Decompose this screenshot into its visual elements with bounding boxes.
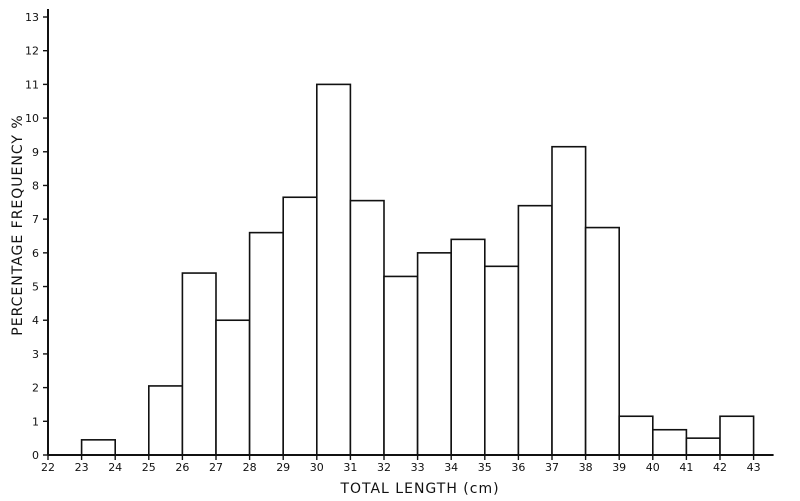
bar-36 <box>517 204 553 456</box>
x-ticks-layer: 22 23 24 25 26 27 28 29 30 31 32 33 34 35 36 37 38 39 40 41… <box>41 455 761 474</box>
x-tick-label: 36 <box>511 461 525 474</box>
x-tick-label: 42 <box>713 461 727 474</box>
y-tick-label: 6 <box>32 247 39 260</box>
y-tick-label: 2 <box>32 382 39 395</box>
x-tick-label: 32 <box>377 461 391 474</box>
x-tick-label: 43 <box>747 461 761 474</box>
x-tick-label: 29 <box>276 461 290 474</box>
x-tick-label: 23 <box>75 461 89 474</box>
bar-41 <box>685 437 721 456</box>
bar-31 <box>349 199 385 456</box>
bar-37 <box>551 145 587 456</box>
x-tick-label: 40 <box>646 461 660 474</box>
x-tick-label: 37 <box>545 461 559 474</box>
bar-35 <box>483 265 520 456</box>
bar-38 <box>584 226 620 456</box>
bar-25 <box>148 385 184 456</box>
x-tick-label: 39 <box>612 461 626 474</box>
bar-23 <box>80 439 116 456</box>
x-axis-title: TOTAL LENGTH (cm) <box>339 481 499 497</box>
y-tick-label: 7 <box>32 213 39 226</box>
x-tick-label: 33 <box>411 461 425 474</box>
x-tick-label: 38 <box>579 461 593 474</box>
bar-27 <box>215 319 251 456</box>
x-tick-label: 24 <box>108 461 122 474</box>
y-tick-label: 0 <box>32 449 39 462</box>
x-tick-label: 34 <box>444 461 458 474</box>
y-tick-label: 5 <box>32 281 39 294</box>
x-tick-label: 35 <box>478 461 492 474</box>
y-tick-label: 13 <box>25 11 39 24</box>
bar-33 <box>416 252 453 456</box>
bar-32 <box>383 275 419 456</box>
x-tick-label: 31 <box>343 461 357 474</box>
bar-40 <box>651 428 688 456</box>
bar-26 <box>181 272 217 456</box>
y-tick-label: 3 <box>32 348 39 361</box>
y-tick-label: 11 <box>25 78 39 91</box>
x-tick-label: 27 <box>209 461 223 474</box>
bars-layer <box>80 83 755 456</box>
bar-42 <box>719 415 755 456</box>
bar-29 <box>282 196 318 456</box>
x-tick-label: 26 <box>175 461 189 474</box>
y-tick-label: 1 <box>32 415 39 428</box>
x-tick-label: 41 <box>679 461 693 474</box>
y-tick-label: 8 <box>32 179 39 192</box>
y-tick-label: 10 <box>25 112 39 125</box>
bar-28 <box>248 231 285 456</box>
y-tick-label: 9 <box>32 146 39 159</box>
y-tick-label: 4 <box>32 314 39 327</box>
bar-34 <box>450 238 486 456</box>
x-tick-label: 30 <box>310 461 324 474</box>
y-axis-title: PERCENTAGE FREQUENCY % <box>10 114 26 335</box>
x-tick-label: 22 <box>41 461 55 474</box>
x-tick-label: 28 <box>243 461 257 474</box>
y-tick-label: 12 <box>25 45 39 58</box>
bar-30 <box>315 83 352 456</box>
x-tick-label: 25 <box>142 461 156 474</box>
bar-39 <box>618 415 654 456</box>
